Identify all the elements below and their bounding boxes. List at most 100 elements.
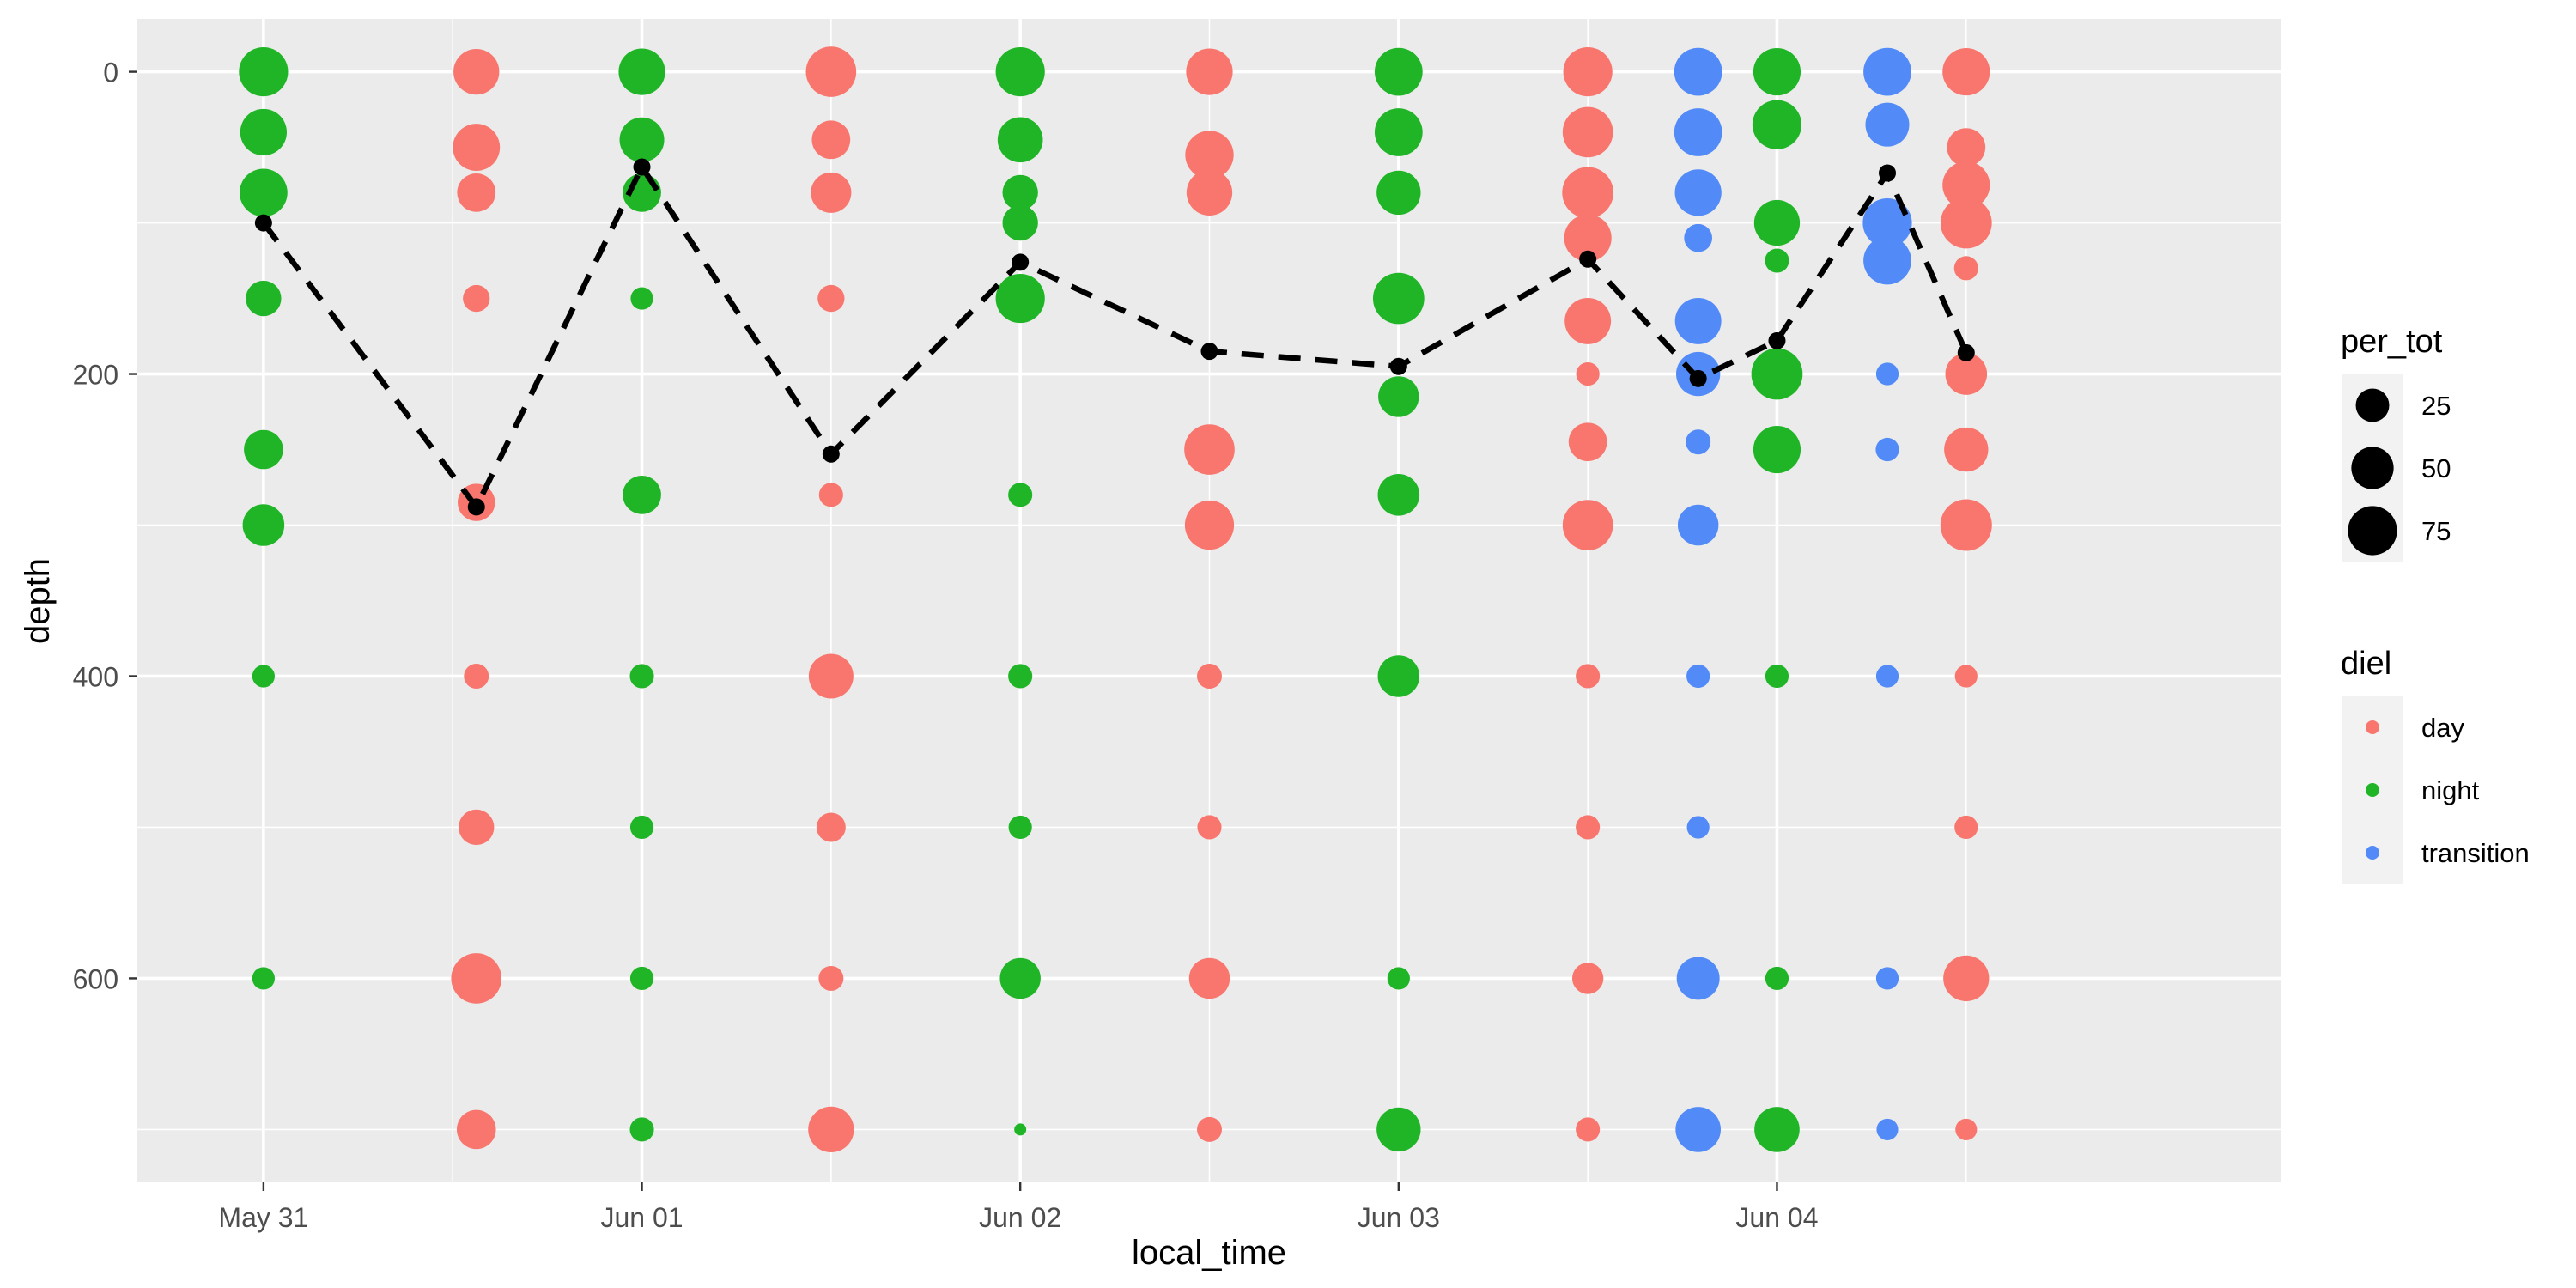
data-point-night xyxy=(1751,348,1803,400)
data-point-day xyxy=(1576,815,1601,840)
size-legend: per_tot 25 50 75 xyxy=(2341,324,2451,562)
data-point-night xyxy=(618,48,665,95)
data-point-day xyxy=(816,812,846,842)
data-point-day xyxy=(457,173,496,212)
data-point-night xyxy=(1374,108,1423,156)
y-axis-title: depth xyxy=(19,558,57,644)
data-point-night xyxy=(1765,248,1789,273)
x-tick-label: May 31 xyxy=(218,1202,308,1233)
color-legend-key xyxy=(2366,846,2379,860)
data-point-day xyxy=(805,46,857,97)
data-point-transition xyxy=(1875,362,1899,386)
data-point-day xyxy=(1945,353,1988,395)
data-point-transition xyxy=(1674,297,1722,344)
data-point-night xyxy=(623,475,661,514)
data-point-day xyxy=(1563,46,1613,97)
data-point-night xyxy=(240,168,288,217)
data-point-night xyxy=(1374,47,1423,96)
data-point-day xyxy=(463,284,490,313)
data-point-transition xyxy=(1862,197,1912,248)
data-point-night xyxy=(1002,204,1038,241)
data-point-day xyxy=(1184,424,1235,475)
data-point-transition xyxy=(1677,504,1719,546)
data-point-day xyxy=(464,664,489,689)
data-point-day xyxy=(1186,48,1233,95)
data-point-day xyxy=(1940,499,1992,551)
data-point-day xyxy=(1568,422,1607,462)
data-point-day xyxy=(1947,128,1986,167)
data-point-transition xyxy=(1676,957,1720,1000)
data-point-transition xyxy=(1865,102,1910,147)
data-point-transition xyxy=(1686,664,1710,689)
size-legend-label: 25 xyxy=(2421,391,2451,421)
data-point-night xyxy=(1372,272,1425,325)
data-point-day xyxy=(459,809,495,846)
data-point-night xyxy=(1765,664,1789,689)
x-tick-label: Jun 02 xyxy=(979,1202,1061,1233)
data-point-night xyxy=(240,108,287,156)
data-point-transition xyxy=(1675,1107,1721,1152)
y-tick-label: 600 xyxy=(73,963,118,994)
data-point-day xyxy=(1197,815,1222,840)
data-point-transition xyxy=(1684,223,1713,252)
data-point-transition xyxy=(1863,47,1911,96)
data-point-day xyxy=(1186,169,1233,216)
data-point-day xyxy=(1576,1117,1601,1142)
size-legend-title: per_tot xyxy=(2341,324,2443,360)
mean-line-point xyxy=(822,445,840,463)
mean-line-point xyxy=(1012,253,1030,271)
data-point-night xyxy=(1753,425,1801,474)
data-point-night xyxy=(1376,1107,1421,1152)
x-axis-title: local_time xyxy=(1132,1234,1286,1272)
y-tick-label: 0 xyxy=(103,58,118,88)
color-legend: diel day night transition xyxy=(2341,646,2530,884)
mean-line-point xyxy=(254,214,272,232)
data-point-day xyxy=(818,483,843,507)
data-point-night xyxy=(999,957,1041,999)
color-legend-key xyxy=(2366,720,2379,734)
mean-line-point xyxy=(1768,331,1786,349)
mean-line-point xyxy=(633,158,651,176)
data-point-night xyxy=(619,117,665,162)
data-point-night xyxy=(995,273,1045,324)
data-point-transition xyxy=(1863,236,1911,285)
size-legend-label: 75 xyxy=(2421,516,2451,546)
data-point-night xyxy=(630,287,653,310)
data-point-day xyxy=(1185,131,1234,179)
data-point-day xyxy=(1562,167,1614,219)
color-legend-label: day xyxy=(2421,713,2464,743)
data-point-day xyxy=(808,1106,854,1153)
data-point-night xyxy=(1014,1123,1027,1136)
color-legend-key xyxy=(2366,783,2379,797)
data-point-night xyxy=(1008,483,1033,507)
data-point-day xyxy=(1942,161,1990,210)
color-legend-title: diel xyxy=(2341,646,2391,682)
data-point-day xyxy=(1953,256,1978,281)
data-point-day xyxy=(1944,427,1989,472)
data-point-transition xyxy=(1875,967,1899,990)
data-point-day xyxy=(451,953,502,1004)
data-points xyxy=(239,46,1992,1153)
mean-depth-line xyxy=(254,158,1975,516)
data-point-night xyxy=(1377,474,1420,516)
size-legend-key xyxy=(2351,447,2394,489)
mean-line-point xyxy=(1389,357,1407,375)
data-point-day xyxy=(453,124,501,171)
color-legend-label: night xyxy=(2421,775,2480,805)
data-point-day xyxy=(818,965,844,991)
data-point-day xyxy=(1197,664,1222,689)
data-point-night xyxy=(1002,174,1038,211)
data-point-night xyxy=(252,665,275,688)
data-point-day xyxy=(1954,665,1978,688)
mean-line-point xyxy=(1878,164,1896,182)
data-point-day xyxy=(1940,197,1992,249)
data-point-transition xyxy=(1686,429,1711,455)
data-point-day xyxy=(1954,815,1978,840)
data-point-day xyxy=(1571,963,1604,994)
data-point-night xyxy=(1008,815,1032,840)
data-point-transition xyxy=(1674,169,1722,216)
data-point-night xyxy=(242,504,285,546)
data-point-day xyxy=(1955,1118,1978,1140)
data-point-day xyxy=(1188,957,1230,999)
